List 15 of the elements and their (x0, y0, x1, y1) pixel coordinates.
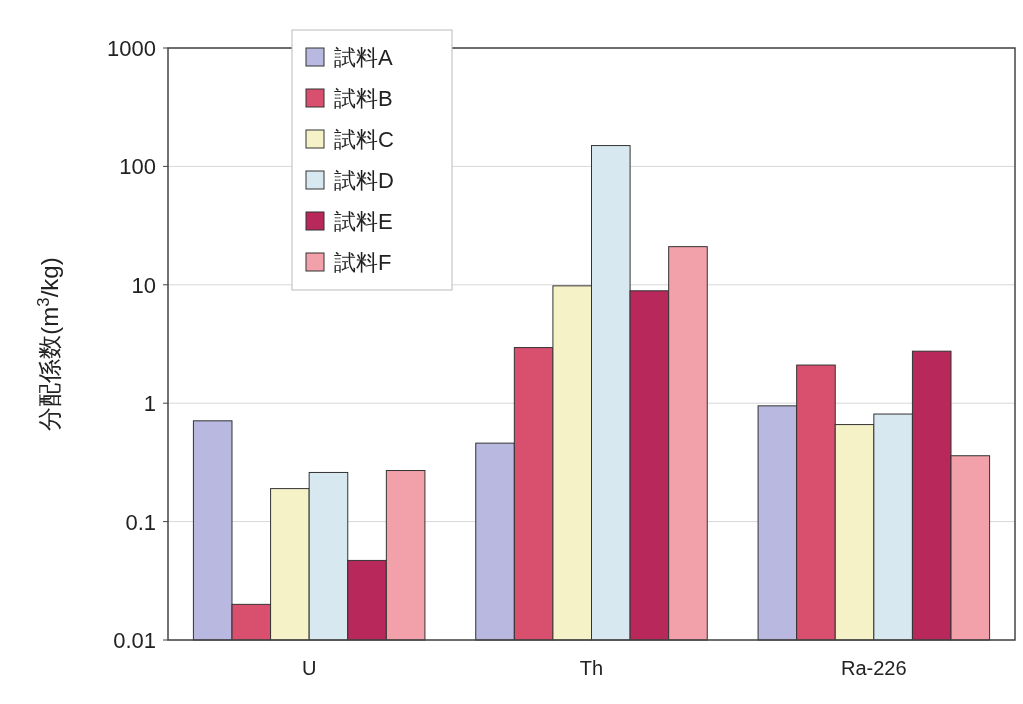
y-tick-label: 0.01 (113, 628, 156, 653)
x-tick-label: Ra-226 (841, 657, 907, 679)
legend-label: 試料A (334, 45, 393, 70)
legend-label: 試料C (334, 127, 394, 152)
y-tick-label: 100 (119, 154, 156, 180)
legend-label: 試料D (334, 168, 394, 193)
legend-label: 試料F (334, 250, 392, 275)
y-tick-label: 1000 (107, 36, 156, 61)
y-tick-label: 0.1 (125, 509, 156, 535)
y-tick-label: 1 (143, 391, 156, 417)
legend-label: 試料B (334, 86, 393, 111)
y-tick-label: 10 (131, 272, 156, 298)
x-tick-label: U (301, 657, 317, 679)
legend-label: 試料E (334, 209, 393, 234)
x-tick-label: Th (579, 657, 604, 679)
